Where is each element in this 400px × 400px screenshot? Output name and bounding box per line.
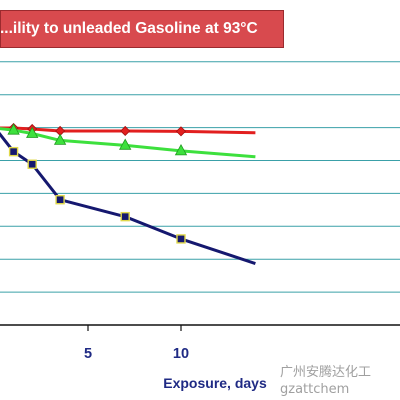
- data-point: [120, 125, 131, 137]
- x-ticks: 5 10: [84, 346, 189, 362]
- series-group: [0, 122, 256, 265]
- x-tick-label: 10: [173, 346, 189, 362]
- data-point: [55, 195, 65, 205]
- series-triangle: [0, 123, 256, 159]
- data-point: [174, 144, 188, 156]
- x-tick-label: 5: [84, 346, 92, 362]
- data-point: [27, 159, 37, 169]
- watermark-line1: 广州安腾达化工: [280, 365, 372, 380]
- data-point: [176, 234, 186, 244]
- data-point: [26, 126, 39, 138]
- title-banner: [0, 10, 284, 48]
- data-point: [7, 123, 20, 135]
- series-square: [0, 131, 256, 265]
- data-point: [119, 138, 132, 150]
- data-point: [8, 146, 19, 157]
- watermark-line2: gzattchem: [280, 382, 350, 397]
- grid: [0, 61, 400, 293]
- watermark: 广州安腾达化工 gzattchem: [280, 364, 371, 398]
- data-point: [175, 126, 187, 137]
- x-axis-label: Exposure, days: [163, 375, 267, 391]
- axes: [0, 324, 400, 331]
- data-point: [120, 211, 130, 222]
- chart-title: ...ility to unleaded Gasoline at 93°C: [0, 20, 258, 37]
- data-point: [53, 133, 67, 145]
